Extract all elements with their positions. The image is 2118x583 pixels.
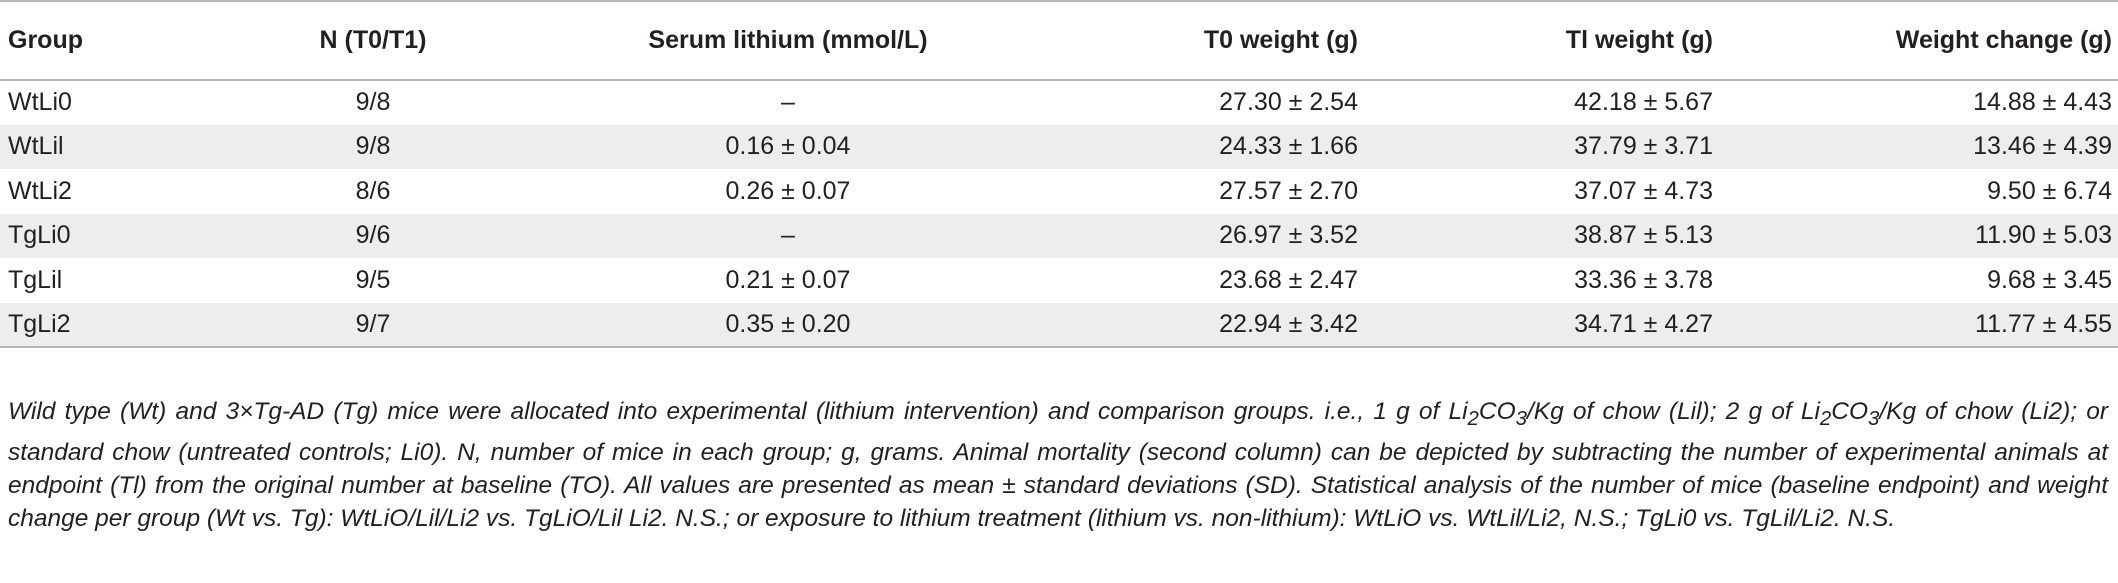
footnote-text: CO: [1831, 398, 1868, 425]
results-table: Group N (T0/T1) Serum lithium (mmol/L) T…: [0, 0, 2118, 348]
cell-group: WtLi2: [8, 176, 72, 205]
cell-t0-weight: 27.30 ± 2.54: [1219, 88, 1358, 117]
cell-n: 8/6: [355, 176, 391, 205]
table-header: Group N (T0/T1) Serum lithium (mmol/L) T…: [0, 0, 2118, 81]
cell-group: TgLil: [8, 265, 63, 294]
cell-t0-weight: 24.33 ± 1.66: [1219, 132, 1358, 161]
cell-t1-weight: 37.07 ± 4.73: [1574, 176, 1713, 205]
cell-weight-change: 14.88 ± 4.43: [1973, 88, 2112, 117]
table-body: WtLi0 9/8 – 27.30 ± 2.54 42.18 ± 5.67 14…: [0, 80, 2118, 348]
cell-weight-change: 9.50 ± 6.74: [1987, 176, 2112, 205]
footnote-text: /Kg of chow (Li2); or standard chow (unt…: [8, 398, 2108, 532]
cell-group: WtLi0: [8, 88, 72, 117]
header-t1-weight: Tl weight (g): [1358, 0, 1713, 81]
cell-t0-weight: 26.97 ± 3.52: [1219, 221, 1358, 250]
cell-t1-weight: 34.71 ± 4.27: [1358, 302, 1713, 348]
cell-serum-lithium: 0.16 ± 0.04: [725, 132, 851, 161]
cell-group: TgLi0: [8, 221, 71, 250]
cell-t0-weight: 22.94 ± 3.42: [1068, 302, 1358, 348]
header-row: Group N (T0/T1) Serum lithium (mmol/L) T…: [0, 0, 2118, 81]
subscript: 3: [1868, 407, 1880, 430]
subscript: 3: [1515, 407, 1527, 430]
cell-serum-lithium: –: [781, 88, 795, 117]
header-group: Group: [0, 0, 238, 81]
footnote-text: /Kg of chow (Lil); 2 g of Li: [1527, 398, 1820, 425]
table-row: TgLi0 9/6 – 26.97 ± 3.52 38.87 ± 5.13 11…: [0, 213, 2118, 258]
cell-t1-weight: 38.87 ± 5.13: [1574, 221, 1713, 250]
cell-t0-weight: 27.57 ± 2.70: [1219, 176, 1358, 205]
cell-serum-lithium: 0.35 ± 0.20: [508, 302, 1068, 348]
cell-weight-change: 11.90 ± 5.03: [1975, 221, 2112, 250]
cell-n: 9/7: [238, 302, 508, 348]
cell-group: TgLi2: [0, 302, 238, 348]
cell-weight-change: 11.77 ± 4.55: [1713, 302, 2118, 348]
footnote-text: CO: [1478, 398, 1516, 425]
cell-serum-lithium: 0.26 ± 0.07: [725, 176, 851, 205]
subscript: 2: [1819, 407, 1832, 430]
cell-serum-lithium: 0.21 ± 0.07: [725, 265, 851, 294]
cell-group: WtLil: [8, 132, 64, 161]
cell-weight-change: 9.68 ± 3.45: [1987, 265, 2112, 294]
header-serum-lithium: Serum lithium (mmol/L): [508, 0, 1068, 81]
cell-n: 9/6: [355, 221, 391, 250]
table-row: WtLi0 9/8 – 27.30 ± 2.54 42.18 ± 5.67 14…: [0, 80, 2118, 125]
cell-serum-lithium: –: [781, 221, 795, 250]
cell-t1-weight: 37.79 ± 3.71: [1574, 132, 1713, 161]
header-n: N (T0/T1): [238, 0, 508, 81]
cell-t0-weight: 23.68 ± 2.47: [1219, 265, 1358, 294]
cell-weight-change: 13.46 ± 4.39: [1973, 132, 2112, 161]
footnote-text: Wild type (Wt) and 3×Tg-AD (Tg) mice wer…: [8, 398, 1468, 425]
subscript: 2: [1467, 407, 1479, 430]
cell-t1-weight: 33.36 ± 3.78: [1574, 265, 1713, 294]
table-row: WtLi2 8/6 0.26 ± 0.07 27.57 ± 2.70 37.07…: [0, 169, 2118, 214]
cell-n: 9/5: [355, 265, 391, 294]
table-footnote: Wild type (Wt) and 3×Tg-AD (Tg) mice wer…: [8, 395, 2108, 535]
cell-t1-weight: 42.18 ± 5.67: [1574, 88, 1713, 117]
table-row: WtLil 9/8 0.16 ± 0.04 24.33 ± 1.66 37.79…: [0, 124, 2118, 169]
header-t0-weight: T0 weight (g): [1068, 0, 1358, 81]
table-row: TgLi2 9/7 0.35 ± 0.20 22.94 ± 3.42 34.71…: [0, 302, 2118, 348]
cell-n: 9/8: [355, 132, 391, 161]
cell-n: 9/8: [355, 88, 391, 117]
header-weight-change: Weight change (g): [1713, 0, 2118, 81]
table-row: TgLil 9/5 0.21 ± 0.07 23.68 ± 2.47 33.36…: [0, 258, 2118, 303]
